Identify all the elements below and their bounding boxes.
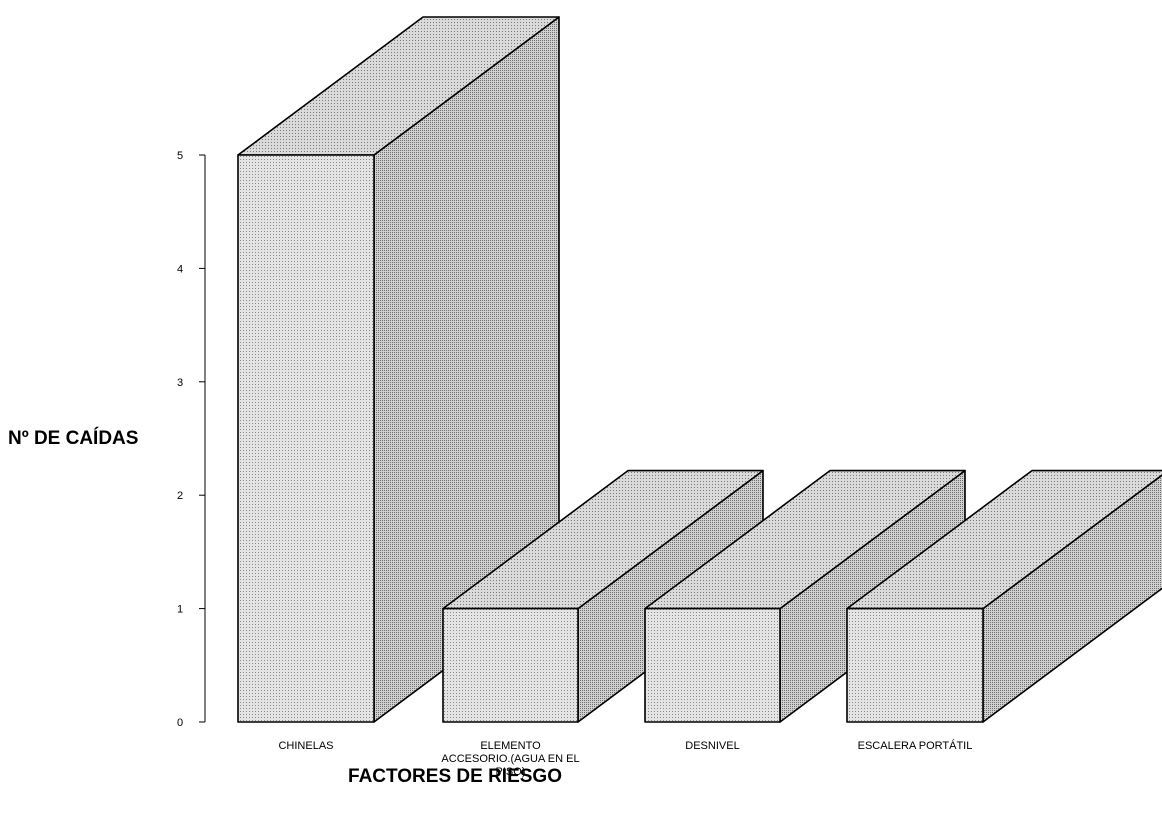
bar-front-face <box>237 154 375 723</box>
x-tick-label: PISO) <box>496 766 526 778</box>
bar-front-face <box>442 607 579 723</box>
y-tick-label: 3 <box>177 377 183 389</box>
y-tick-label: 5 <box>177 150 183 162</box>
bar-front-face <box>644 607 781 723</box>
bar-front-face <box>846 607 984 723</box>
y-axis-title: Nº DE CAÍDAS <box>8 428 139 449</box>
y-tick-label: 1 <box>177 604 183 616</box>
x-tick-label: ELEMENTO <box>480 740 541 752</box>
y-tick-label: 2 <box>177 490 183 502</box>
x-tick-label: DESNIVEL <box>685 740 739 752</box>
x-tick-label: ACCESORIO.(AGUA EN EL <box>441 753 579 765</box>
y-tick-label: 0 <box>177 717 183 729</box>
y-axis: 0 1 2 3 4 5 <box>177 150 206 729</box>
x-tick-label: ESCALERA PORTÁTIL <box>858 739 973 752</box>
x-tick-label: CHINELAS <box>278 740 333 752</box>
bars <box>237 16 1162 723</box>
x-axis-title: FACTORES DE RIESGO <box>348 766 562 787</box>
bar <box>237 16 560 723</box>
bar <box>846 469 1162 723</box>
y-tick-label: 4 <box>177 263 183 275</box>
